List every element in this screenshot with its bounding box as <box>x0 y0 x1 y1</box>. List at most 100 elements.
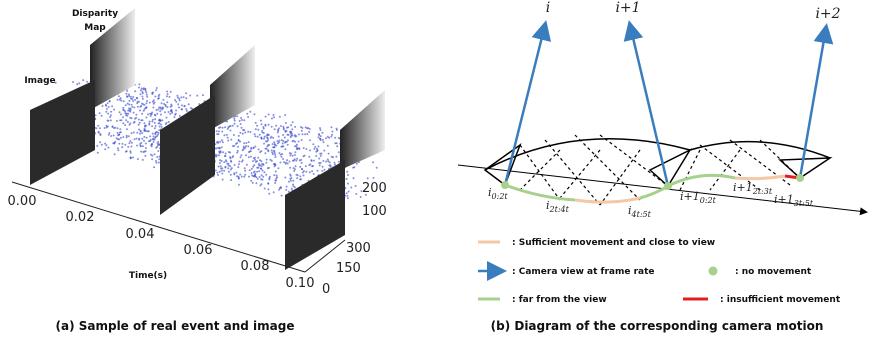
event-point <box>138 139 140 141</box>
event-point <box>170 106 172 108</box>
pose-sub: 0:2t <box>700 196 717 205</box>
event-point <box>254 157 256 159</box>
event-point <box>250 150 252 152</box>
event-point <box>127 146 129 148</box>
event-point <box>334 142 336 144</box>
event-point <box>155 147 157 149</box>
event-point <box>179 115 181 117</box>
event-point <box>132 100 134 102</box>
event-point <box>347 197 349 199</box>
event-point <box>327 145 329 147</box>
event-point <box>311 165 313 167</box>
event-point <box>223 170 225 172</box>
event-point <box>260 160 262 162</box>
event-point <box>305 171 307 173</box>
event-point <box>372 161 374 163</box>
event-point <box>256 125 258 127</box>
event-point <box>98 131 100 133</box>
event-point <box>238 135 240 137</box>
event-point <box>132 96 134 98</box>
event-point <box>237 150 239 152</box>
event-point <box>280 154 282 156</box>
event-point <box>253 164 255 166</box>
event-point <box>239 132 241 134</box>
event-point <box>281 195 283 197</box>
event-point <box>241 119 243 121</box>
pose-base: i+1 <box>733 181 753 194</box>
event-point <box>338 151 340 153</box>
event-point <box>97 152 99 154</box>
event-point <box>165 123 167 125</box>
event-point <box>130 98 132 100</box>
event-point <box>169 113 171 115</box>
event-point <box>260 178 262 180</box>
event-point <box>254 146 256 148</box>
event-point <box>140 131 142 133</box>
event-point <box>311 170 313 172</box>
event-point <box>222 179 224 181</box>
event-point <box>235 172 237 174</box>
event-point <box>234 123 236 125</box>
event-point <box>238 161 240 163</box>
event-point <box>355 193 357 195</box>
event-point <box>249 169 251 171</box>
event-point <box>156 87 158 89</box>
event-point <box>254 135 256 137</box>
event-point <box>318 158 320 160</box>
pose-dot <box>796 174 804 182</box>
event-point <box>138 87 140 89</box>
event-point <box>294 141 296 143</box>
event-point <box>119 132 121 134</box>
event-point <box>129 111 131 113</box>
event-point <box>125 93 127 95</box>
event-point <box>219 148 221 150</box>
event-point <box>348 191 350 193</box>
event-point <box>258 148 260 150</box>
event-point <box>136 97 138 99</box>
pose-sub: 2t:3t <box>752 187 773 196</box>
event-point <box>216 133 218 135</box>
event-point <box>271 150 273 152</box>
pose-label: i4t:5t <box>628 204 652 219</box>
legend-text: : far from the view <box>512 295 607 305</box>
event-point <box>162 99 164 101</box>
event-point <box>140 89 142 91</box>
event-point <box>117 127 119 129</box>
event-point <box>154 133 156 135</box>
event-point <box>254 159 256 161</box>
event-point <box>122 143 124 145</box>
event-point <box>106 144 108 146</box>
event-point <box>136 102 138 104</box>
event-point <box>267 144 269 146</box>
event-point <box>136 138 138 140</box>
event-point <box>139 133 141 135</box>
event-point <box>330 136 332 138</box>
event-point <box>76 83 78 85</box>
event-point <box>271 118 273 120</box>
event-point <box>129 140 131 142</box>
event-point <box>175 110 177 112</box>
event-point <box>158 158 160 160</box>
event-point <box>296 144 298 146</box>
event-point <box>145 143 147 145</box>
event-point <box>286 127 288 129</box>
event-point <box>107 126 109 128</box>
event-point <box>273 141 275 143</box>
event-point <box>158 107 160 109</box>
event-point <box>96 145 98 147</box>
event-point <box>287 144 289 146</box>
event-point <box>319 127 321 129</box>
pose-base: i+1 <box>774 193 794 206</box>
event-point <box>111 105 113 107</box>
event-point <box>255 182 257 184</box>
event-point <box>231 167 233 169</box>
event-point <box>292 180 294 182</box>
event-point <box>260 137 262 139</box>
event-point <box>219 162 221 164</box>
event-point <box>154 153 156 155</box>
event-point <box>290 124 292 126</box>
event-point <box>334 162 336 164</box>
event-point <box>110 111 112 113</box>
event-point <box>324 169 326 171</box>
event-point <box>154 114 156 116</box>
